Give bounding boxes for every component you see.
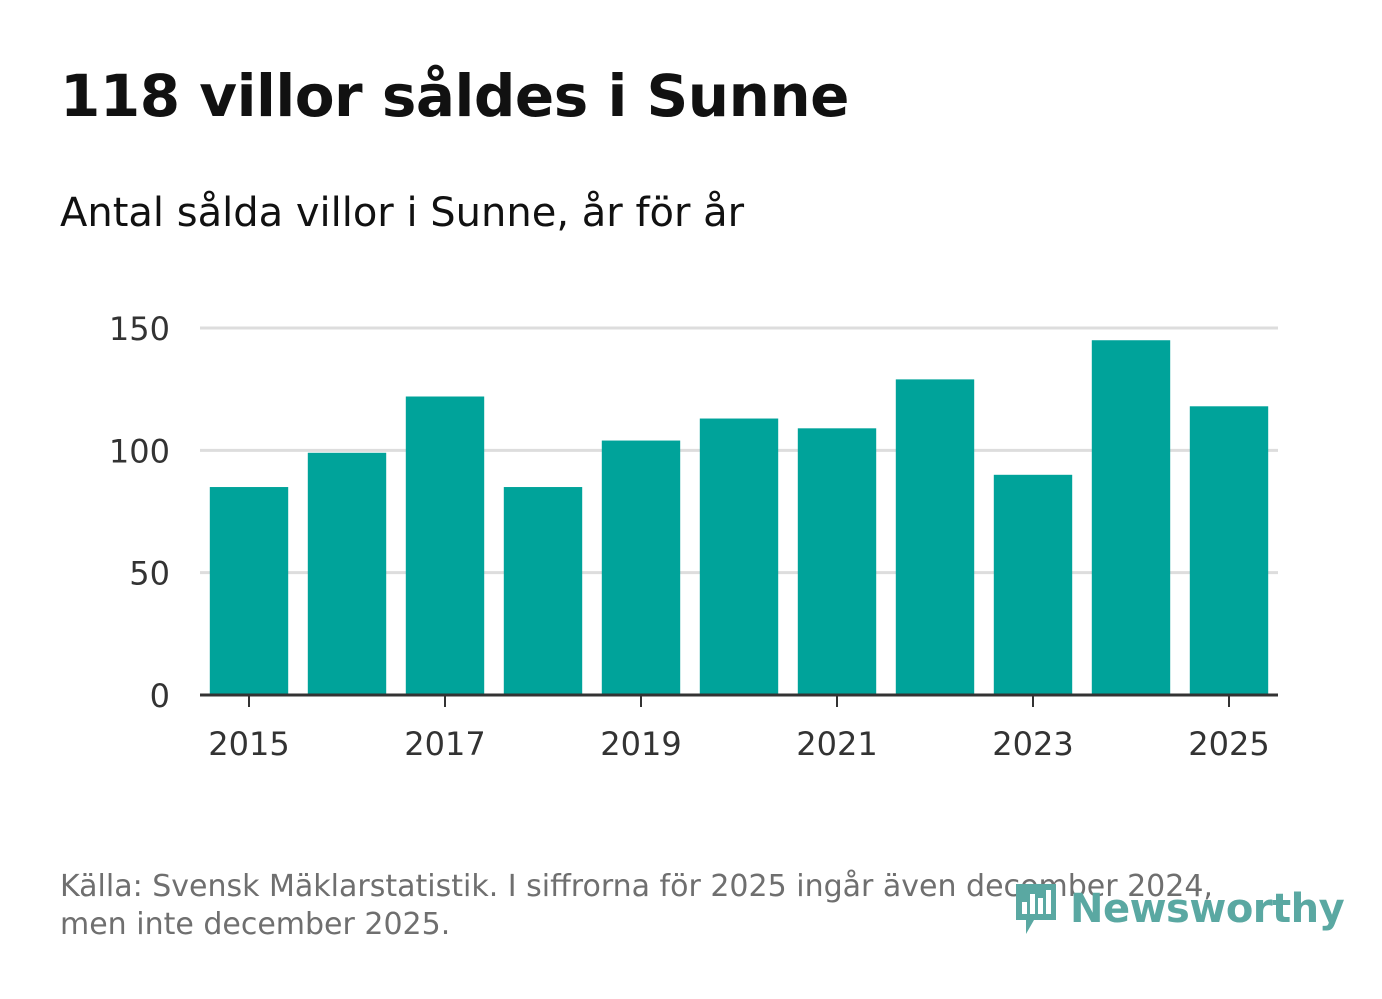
x-tick-label-2019: 2019 (600, 725, 681, 763)
newsworthy-logo: Newsworthy (1012, 880, 1345, 938)
logo-text: Newsworthy (1070, 886, 1345, 932)
bar-chart-speech-bubble-icon (1016, 884, 1056, 934)
chart-title: 118 villor såldes i Sunne (60, 62, 850, 130)
bar-2021 (797, 428, 877, 695)
y-tick-label-150: 150 (109, 310, 170, 348)
x-tick-label-2015: 2015 (208, 725, 289, 763)
bar-2017 (405, 396, 485, 695)
x-tick-label-2017: 2017 (404, 725, 485, 763)
bar-2022 (895, 379, 975, 695)
y-tick-label-100: 100 (109, 432, 170, 470)
x-tick-label-2025: 2025 (1188, 725, 1269, 763)
bar-2023 (993, 474, 1073, 695)
x-tick-label-2023: 2023 (992, 725, 1073, 763)
bar-2019 (601, 440, 681, 695)
x-axis (200, 693, 1278, 707)
chart-subtitle: Antal sålda villor i Sunne, år för år (60, 190, 745, 236)
bar-2024 (1091, 340, 1171, 695)
bar-2015 (209, 487, 289, 695)
source-note-line-2: men inte december 2025. (60, 907, 451, 942)
bars (209, 340, 1269, 695)
bar-2018 (503, 487, 583, 695)
bar-2025 (1189, 406, 1269, 695)
y-tick-label-0: 0 (150, 677, 170, 715)
bar-2020 (699, 418, 779, 695)
bar-2016 (307, 452, 387, 695)
x-tick-label-2021: 2021 (796, 725, 877, 763)
tick-labels: 0 50 100 150 2015 2017 2019 2021 2023 2025 (109, 310, 1270, 763)
y-tick-label-50: 50 (129, 555, 170, 593)
